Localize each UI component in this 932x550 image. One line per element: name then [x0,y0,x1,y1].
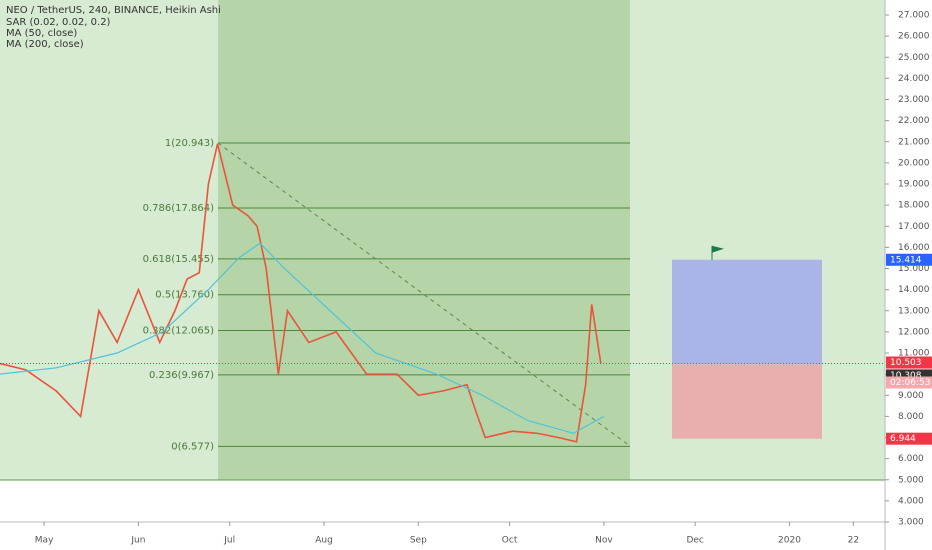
x-tick-label: Sep [410,536,427,546]
fib-label: 0.618(15.455) [143,254,215,265]
y-tick-label: 27.000 [898,11,930,21]
y-tick-label: 19.000 [898,180,930,190]
x-tick-label: Dec [686,536,703,546]
x-tick-label: Aug [315,536,333,546]
price-tag-label: 15.414 [890,255,922,265]
y-tick-label: 4.000 [898,496,924,506]
price-tag [886,432,932,445]
y-tick-label: 25.000 [898,53,930,63]
price-line [0,143,602,443]
indicator-label: SAR (0.02, 0.02, 0.2) [6,17,111,28]
y-tick-label: 14.000 [898,285,930,295]
y-tick-label: 22.000 [898,116,930,126]
date-range-highlight [218,0,630,480]
profit-zone [672,259,822,365]
x-tick-label: Oct [502,536,518,546]
price-tag-label: 10.308 [890,371,922,381]
fib-label: 0.382(12.065) [143,326,215,337]
flag [712,245,724,253]
y-tick-label: 3.000 [898,518,924,528]
trend-line [217,142,631,447]
y-tick-label: 12.000 [898,327,930,337]
y-tick-label: 6.000 [898,454,924,464]
x-tick-label: 2020 [778,536,801,546]
y-tick-label: 23.000 [898,95,930,105]
x-tick-label: Nov [595,536,613,546]
chart-title: NEO / TetherUS, 240, BINANCE, Heikin Ash… [6,5,221,16]
fib-label: 0.786(17.864) [143,203,215,214]
price-tag [886,356,932,369]
y-tick-label: 24.000 [898,74,930,84]
price-line [0,242,605,434]
indicator-label: MA (200, close) [6,39,84,50]
fib-label: 0.5(13.760) [155,290,214,301]
y-tick-label: 5.000 [898,475,924,485]
y-tick-label: 20.000 [898,158,930,168]
y-tick-label: 15.000 [898,264,930,274]
y-tick-label: 11.000 [898,349,930,359]
y-tick-label: 26.000 [898,32,930,42]
y-tick-label: 21.000 [898,137,930,147]
y-tick-label: 16.000 [898,243,930,253]
indicator-label: MA (50, close) [6,28,77,39]
y-tick-label: 17.000 [898,222,930,232]
price-tag-label: 10.503 [890,358,922,368]
countdown: 02:06:53 [890,378,930,388]
x-tick-label: 22 [848,536,859,546]
fib-label: 1(20.943) [165,138,214,149]
y-tick-label: 13.000 [898,306,930,316]
price-tag [886,253,932,266]
fib-label: 0(6.577) [171,441,214,452]
loss-zone [672,364,822,439]
fib-label: 0.236(9.967) [149,370,214,381]
price-tag-label: 6.944 [890,434,916,444]
x-tick-label: Jun [130,536,145,546]
y-tick-label: 9.000 [898,391,924,401]
plot: 1(20.943) 0.786(17.864) 0.618(15.455) 0.5(1… [0,138,885,452]
y-tick-label: 8.000 [898,412,924,422]
x-tick-label: May [35,536,54,546]
y-tick-label: 18.000 [898,201,930,211]
countdown-tag [886,376,932,389]
x-tick-label: Jul [223,536,235,546]
